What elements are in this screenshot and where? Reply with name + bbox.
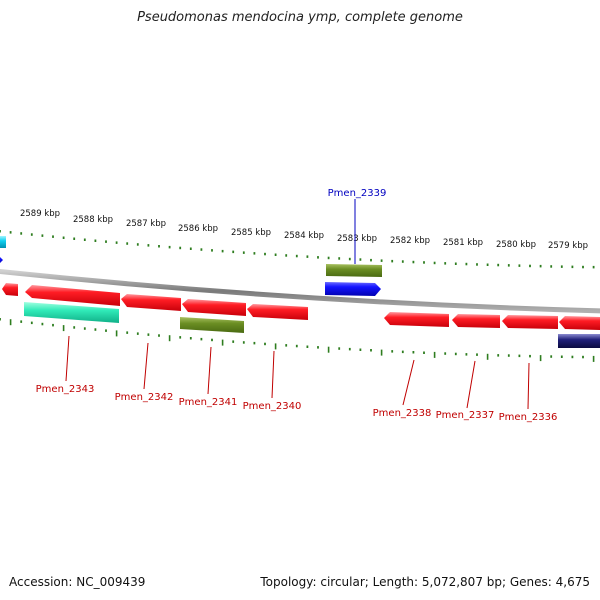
scale-label-2581: 2581 kbp [443,238,483,248]
scale-label-2585: 2585 kbp [231,228,271,238]
callout-line-pmen-2340 [271,350,275,399]
gene-feature-pmen-2342[interactable] [121,294,181,311]
gene-label-pmen-2339[interactable]: Pmen_2339 [328,188,387,199]
gene-label-pmen-2341[interactable]: Pmen_2341 [179,397,238,408]
callout-line-pmen-2341 [207,346,212,395]
genome-backbone [0,269,600,314]
callout-line-pmen-2343 [65,335,70,382]
gene-label-pmen-2336[interactable]: Pmen_2336 [499,412,558,423]
callout-line-pmen-2336 [527,362,530,410]
gene-feature-pmen-2341[interactable] [182,299,246,316]
gene-feature-pmen-2341-olive[interactable] [180,317,244,333]
scale-label-2586: 2586 kbp [178,224,218,234]
outer-scale-ticks [0,230,595,269]
scale-label-2587: 2587 kbp [126,219,166,229]
gene-feature-pmen-2338[interactable] [384,312,449,327]
callout-line-pmen-2337 [466,360,476,409]
gene-feature-pmen-2340[interactable] [247,304,308,320]
gene-label-pmen-2338[interactable]: Pmen_2338 [373,408,432,419]
gene-feature-pmen-2343-aqua[interactable] [24,302,119,323]
gene-feature-right-red[interactable] [559,316,600,330]
gene-feature-edge-red[interactable] [2,283,18,296]
gene-feature-right-navy[interactable] [558,334,600,348]
gene-label-pmen-2342[interactable]: Pmen_2342 [115,392,174,403]
gene-label-pmen-2337[interactable]: Pmen_2337 [436,410,495,421]
callout-line-pmen-2342 [143,342,149,390]
gene-feature-pmen-2339-olive[interactable] [326,264,382,277]
scale-label-2589: 2589 kbp [20,209,60,219]
scale-label-2588: 2588 kbp [73,215,113,225]
gene-feature-cyan[interactable] [0,236,6,248]
gene-feature-pmen-2343[interactable] [25,285,120,306]
gene-label-pmen-2340[interactable]: Pmen_2340 [243,401,302,412]
topology-summary: Topology: circular; Length: 5,072,807 bp… [260,575,590,589]
gene-feature-blue-edge[interactable] [0,255,3,265]
gene-feature-pmen-2337[interactable] [452,314,500,328]
scale-label-2579: 2579 kbp [548,241,588,251]
accession-text: Accession: NC_009439 [9,575,146,589]
inner-scale-ticks [0,318,595,362]
scale-label-2580: 2580 kbp [496,240,536,250]
gene-label-pmen-2343[interactable]: Pmen_2343 [36,384,95,395]
map-title: Pseudomonas mendocina ymp, complete geno… [137,10,463,25]
callout-line-pmen-2338 [402,359,415,406]
gene-feature-pmen-2336[interactable] [502,315,558,329]
scale-label-2583: 2583 kbp [337,234,377,244]
gene-feature-pmen-2339[interactable] [325,282,381,296]
scale-label-2584: 2584 kbp [284,231,324,241]
scale-label-2582: 2582 kbp [390,236,430,246]
